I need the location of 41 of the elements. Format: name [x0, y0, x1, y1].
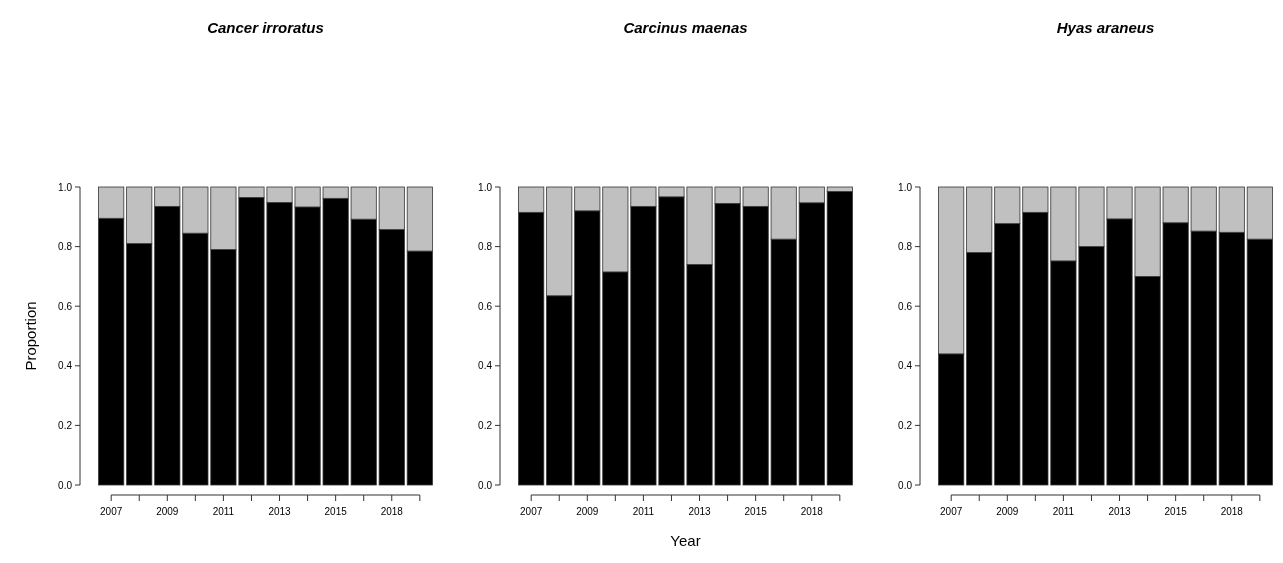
x-tick-label: 2015	[324, 506, 348, 517]
x-tick-label: 2018	[1220, 506, 1244, 517]
x-tick-label: 2007	[520, 506, 543, 517]
y-tick-label: 1.0	[58, 181, 73, 193]
x-tick-label: 2007	[100, 506, 123, 517]
x-tick-label: 2009	[156, 506, 179, 517]
x-tick-label: 2015	[744, 506, 768, 517]
x-tick-label: 2018	[380, 506, 404, 517]
x-tick-label: 2009	[996, 506, 1019, 517]
y-tick-label: 0.2	[58, 419, 73, 431]
x-tick-label: 2011	[632, 506, 655, 517]
y-tick-label: 0.8	[58, 241, 73, 253]
chart-title: Carcinus maenas	[623, 19, 748, 36]
y-tick-label: 0.6	[58, 300, 73, 312]
y-tick-label: 1.0	[898, 181, 913, 193]
y-tick-label: 0.4	[898, 360, 913, 372]
y-tick-label: 0.6	[478, 300, 493, 312]
x-tick-label: 2013	[268, 506, 292, 517]
y-tick-label: 0.0	[898, 479, 913, 491]
y-tick-label: 0.4	[58, 360, 73, 372]
y-axis-title: Proportion	[22, 301, 39, 371]
y-tick-label: 0.2	[478, 419, 493, 431]
x-tick-label: 2013	[688, 506, 712, 517]
y-tick-label: 0.6	[898, 300, 913, 312]
x-tick-label: 2009	[576, 506, 599, 517]
x-tick-label: 2007	[940, 506, 963, 517]
x-tick-label: 2011	[212, 506, 235, 517]
x-tick-label: 2015	[1164, 506, 1188, 517]
x-tick-label: 2018	[800, 506, 824, 517]
x-axis-title: Year	[670, 532, 701, 549]
y-tick-label: 0.0	[478, 479, 493, 491]
y-tick-label: 0.8	[898, 241, 913, 253]
y-tick-label: 1.0	[478, 181, 493, 193]
x-tick-label: 2013	[1108, 506, 1132, 517]
chart-title: Hyas araneus	[1056, 19, 1155, 36]
y-tick-label: 0.2	[898, 419, 913, 431]
y-tick-label: 0.0	[58, 479, 73, 491]
y-tick-label: 0.8	[478, 241, 493, 253]
chart-title: Cancer irroratus	[207, 19, 324, 36]
y-tick-label: 0.4	[478, 360, 493, 372]
x-tick-label: 2011	[1052, 506, 1075, 517]
